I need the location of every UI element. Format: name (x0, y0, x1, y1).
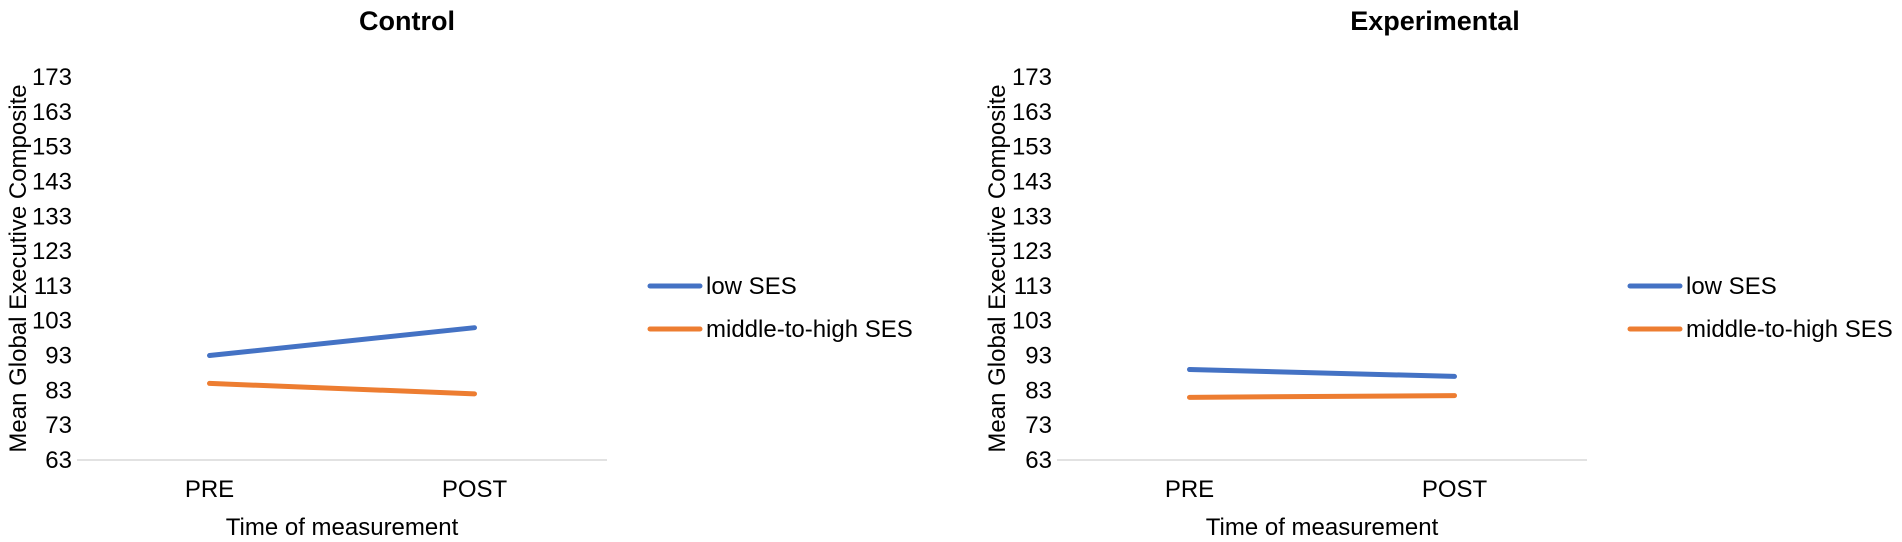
x-tick-label: POST (442, 476, 508, 503)
legend-label-low-ses: low SES (1686, 273, 1777, 300)
legend-label-low-ses: low SES (706, 273, 797, 300)
x-tick-label: PRE (185, 476, 234, 503)
y-tick-label: 73 (1025, 412, 1052, 439)
y-tick-label: 103 (1012, 308, 1052, 335)
y-axis-title: Mean Global Executive Composite (5, 84, 32, 452)
chart-title: Experimental (1350, 6, 1520, 36)
series-line-low-ses (207, 325, 477, 359)
y-tick-label: 153 (1012, 134, 1052, 161)
y-tick-label: 163 (32, 99, 72, 126)
x-tick-label: PRE (1165, 476, 1214, 503)
legend-label-middle-to-high-ses: middle-to-high SES (706, 316, 913, 343)
chart-control: Control 63 73 83 93 103 113 123 133 143 153 163 173 P… (5, 6, 913, 541)
chart-experimental: Experimental 63 73 83 93 103 113 123 133 143 153 16… (984, 6, 1893, 541)
series-line-low-ses (1187, 366, 1457, 379)
y-axis-title: Mean Global Executive Composite (984, 84, 1011, 452)
y-tick-label: 133 (1012, 203, 1052, 230)
series-line-middle-to-high-ses (1187, 393, 1457, 400)
y-tick-label: 93 (45, 343, 72, 370)
y-tick-label: 103 (32, 308, 72, 335)
y-tick-label: 63 (45, 447, 72, 474)
x-axis-title: Time of measurement (226, 514, 459, 541)
y-tick-label: 73 (45, 412, 72, 439)
y-tick-label: 63 (1025, 447, 1052, 474)
x-axis-title: Time of measurement (1206, 514, 1439, 541)
y-tick-label: 133 (32, 203, 72, 230)
y-tick-label: 93 (1025, 343, 1052, 370)
x-tick-label: POST (1422, 476, 1488, 503)
y-tick-label: 113 (34, 273, 72, 300)
y-tick-label: 143 (1012, 168, 1052, 195)
y-tick-label: 83 (1025, 377, 1052, 404)
y-tick-label: 123 (1012, 238, 1052, 265)
y-tick-label: 153 (32, 134, 72, 161)
y-tick-label: 163 (1012, 99, 1052, 126)
y-tick-label: 173 (32, 64, 72, 91)
y-tick-label: 143 (32, 168, 72, 195)
y-tick-label: 83 (45, 377, 72, 404)
series-line-middle-to-high-ses (207, 380, 477, 397)
y-tick-label: 113 (1014, 273, 1052, 300)
y-tick-label: 123 (32, 238, 72, 265)
y-tick-label: 173 (1012, 64, 1052, 91)
legend-label-middle-to-high-ses: middle-to-high SES (1686, 316, 1893, 343)
chart-title: Control (359, 6, 455, 36)
